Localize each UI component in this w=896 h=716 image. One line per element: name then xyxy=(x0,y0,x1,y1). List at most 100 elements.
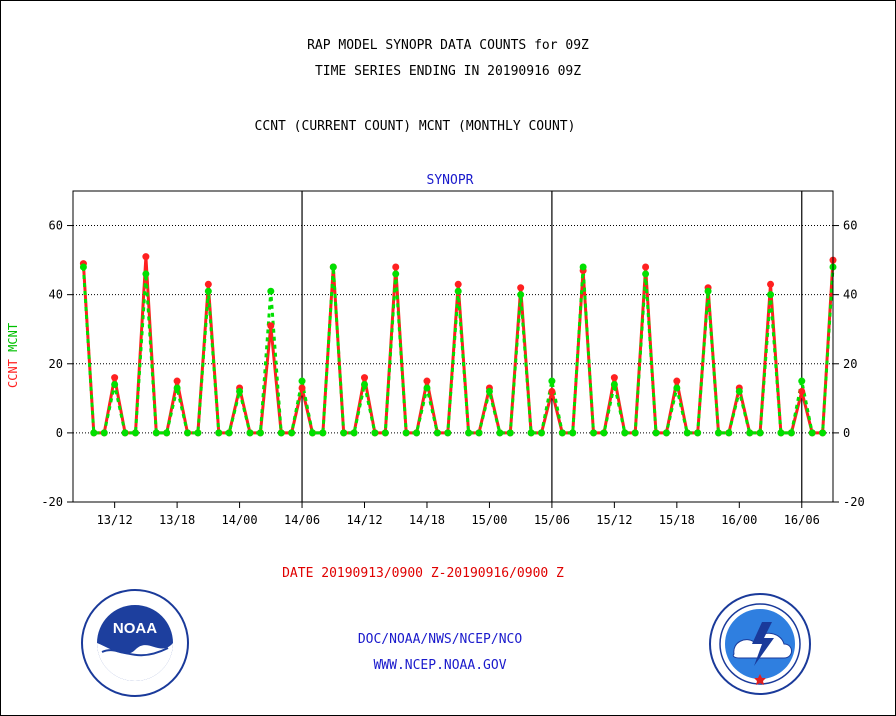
data-point-mcnt xyxy=(184,429,192,437)
data-point-mcnt xyxy=(90,429,98,437)
y-tick-label-left: -20 xyxy=(41,495,63,509)
data-point-mcnt xyxy=(767,291,775,299)
data-point-mcnt xyxy=(652,429,660,437)
data-point-mcnt xyxy=(288,429,296,437)
data-point-ccnt xyxy=(642,263,650,271)
national-weather-service-logo-icon xyxy=(709,593,811,695)
data-point-mcnt xyxy=(631,429,639,437)
data-point-mcnt xyxy=(808,429,816,437)
x-tick-label: 13/12 xyxy=(97,513,133,527)
data-point-mcnt xyxy=(704,287,712,295)
x-tick-label: 13/18 xyxy=(159,513,195,527)
data-point-mcnt xyxy=(537,429,545,437)
data-point-mcnt xyxy=(642,270,650,278)
data-point-mcnt xyxy=(308,429,316,437)
data-point-mcnt xyxy=(100,429,108,437)
data-point-mcnt xyxy=(558,429,566,437)
data-point-mcnt xyxy=(121,429,129,437)
data-point-mcnt xyxy=(402,429,410,437)
y-tick-label-left: 60 xyxy=(49,219,63,233)
gridlines xyxy=(73,225,833,434)
data-point-mcnt xyxy=(225,429,233,437)
data-point-mcnt xyxy=(329,263,337,271)
x-tick-label: 15/00 xyxy=(471,513,507,527)
data-point-mcnt xyxy=(361,381,369,389)
data-point-mcnt xyxy=(152,429,160,437)
data-point-ccnt xyxy=(610,374,618,382)
data-point-mcnt xyxy=(756,429,764,437)
plot-border xyxy=(72,190,834,503)
data-point-mcnt xyxy=(246,429,254,437)
data-point-ccnt xyxy=(423,377,431,385)
data-point-mcnt xyxy=(569,429,577,437)
data-point-mcnt xyxy=(662,429,670,437)
x-tick-label: 14/06 xyxy=(284,513,320,527)
data-point-ccnt xyxy=(798,387,806,395)
data-point-mcnt xyxy=(204,287,212,295)
chart-subtitle: CCNT (CURRENT COUNT) MCNT (MONTHLY COUNT… xyxy=(254,119,576,134)
data-series xyxy=(79,253,837,437)
data-point-mcnt xyxy=(277,429,285,437)
data-point-mcnt xyxy=(381,429,389,437)
data-point-mcnt xyxy=(371,429,379,437)
axes: -20 -20 0 0 20 20 40 40 60 60 13/12 13/18 14/00 14/06… xyxy=(41,190,865,527)
data-point-mcnt xyxy=(787,429,795,437)
day-separators xyxy=(301,191,803,502)
data-point-mcnt xyxy=(506,429,514,437)
data-point-mcnt xyxy=(423,384,431,392)
data-point-mcnt xyxy=(454,287,462,295)
y-tick-label-left: 20 xyxy=(49,357,63,371)
data-point-mcnt xyxy=(173,384,181,392)
data-point-mcnt xyxy=(142,270,150,278)
data-point-mcnt xyxy=(131,429,139,437)
data-point-mcnt xyxy=(236,387,244,395)
data-point-ccnt xyxy=(173,377,181,385)
data-point-ccnt xyxy=(204,280,212,288)
y-tick-label-right: 20 xyxy=(843,357,857,371)
data-point-ccnt xyxy=(392,263,400,271)
y-tick-label-right: 40 xyxy=(843,288,857,302)
website-link[interactable]: WWW.NCEP.NOAA.GOV xyxy=(373,658,507,673)
noaa-logo-text: NOAA xyxy=(113,620,157,637)
data-point-mcnt xyxy=(413,429,421,437)
date-range-label: DATE 20190913/0900 Z-20190916/0900 Z xyxy=(282,566,564,581)
data-point-mcnt xyxy=(621,429,629,437)
x-tick-label: 14/00 xyxy=(222,513,258,527)
data-point-mcnt xyxy=(725,429,733,437)
data-point-mcnt xyxy=(735,387,743,395)
data-point-mcnt xyxy=(319,429,327,437)
data-point-mcnt xyxy=(392,270,400,278)
data-point-mcnt xyxy=(673,384,681,392)
y-tick-label-right: -20 xyxy=(843,495,865,509)
chart-title-line-2: TIME SERIES ENDING IN 20190916 09Z xyxy=(314,64,582,79)
data-point-mcnt xyxy=(444,429,452,437)
data-point-ccnt xyxy=(548,387,556,395)
data-point-mcnt xyxy=(350,429,358,437)
plot-title: SYNOPR xyxy=(427,173,474,188)
data-point-mcnt xyxy=(194,429,202,437)
data-point-mcnt xyxy=(548,377,556,385)
data-point-mcnt xyxy=(340,429,348,437)
data-point-mcnt xyxy=(496,429,504,437)
data-point-mcnt xyxy=(465,429,473,437)
data-point-ccnt xyxy=(111,374,119,382)
x-tick-label: 14/18 xyxy=(409,513,445,527)
data-point-ccnt xyxy=(361,374,369,382)
x-tick-label: 14/12 xyxy=(346,513,382,527)
data-point-mcnt xyxy=(517,291,525,299)
y-tick-label-right: 0 xyxy=(843,426,850,440)
data-point-mcnt xyxy=(256,429,264,437)
chart-title-line-1: RAP MODEL SYNOPR DATA COUNTS for 09Z xyxy=(307,38,589,53)
y-tick-label-left: 40 xyxy=(49,288,63,302)
data-point-ccnt xyxy=(517,284,525,292)
x-tick-label: 15/12 xyxy=(596,513,632,527)
data-point-ccnt xyxy=(267,322,275,330)
data-point-mcnt xyxy=(746,429,754,437)
data-point-mcnt xyxy=(475,429,483,437)
x-tick-label: 15/18 xyxy=(659,513,695,527)
data-point-mcnt xyxy=(267,287,275,295)
data-point-ccnt xyxy=(767,280,775,288)
data-point-mcnt xyxy=(79,263,87,271)
data-point-mcnt xyxy=(298,377,306,385)
